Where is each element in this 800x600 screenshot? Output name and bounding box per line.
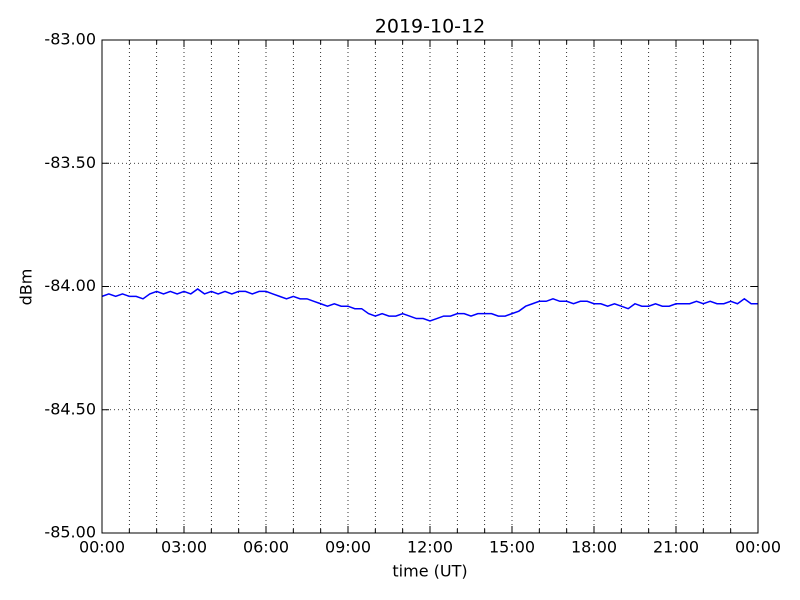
x-tick-label: 12:00 bbox=[407, 538, 453, 557]
x-tick-label: 09:00 bbox=[325, 538, 371, 557]
x-tick-label: 15:00 bbox=[489, 538, 535, 557]
y-axis-label: dBm bbox=[17, 269, 36, 306]
y-tick-label: -85.00 bbox=[44, 523, 96, 542]
y-tick-label: -84.00 bbox=[44, 276, 96, 295]
plot-frame bbox=[101, 39, 759, 534]
x-tick-label: 03:00 bbox=[161, 538, 207, 557]
x-tick-label: 00:00 bbox=[735, 538, 781, 557]
x-tick-label: 00:00 bbox=[79, 538, 125, 557]
x-tick-label: 21:00 bbox=[653, 538, 699, 557]
chart-title: 2019-10-12 bbox=[375, 16, 485, 38]
x-tick-label: 06:00 bbox=[243, 538, 289, 557]
x-axis-label: time (UT) bbox=[392, 562, 467, 581]
x-tick-label: 18:00 bbox=[571, 538, 617, 557]
y-tick-label: -83.50 bbox=[44, 153, 96, 172]
y-tick-label: -83.00 bbox=[44, 30, 96, 49]
data-line bbox=[101, 288, 758, 322]
y-tick-label: -84.50 bbox=[44, 399, 96, 418]
